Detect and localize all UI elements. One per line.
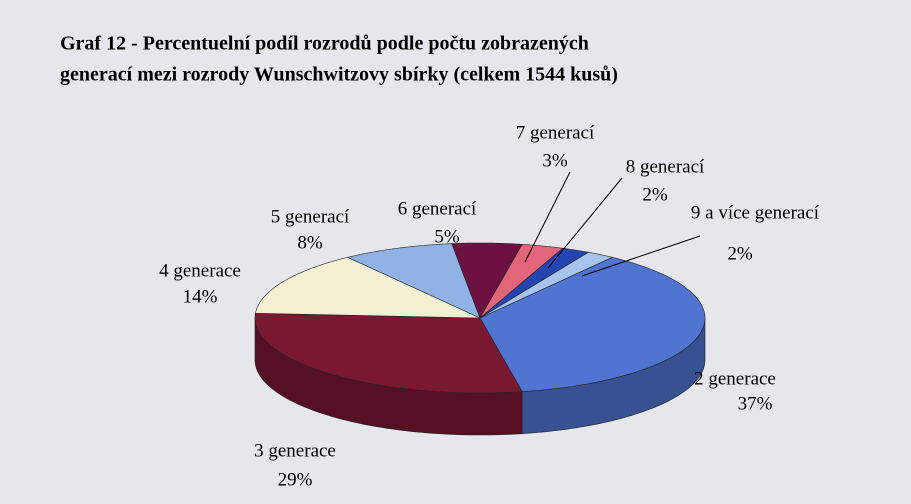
slice	[255, 256, 481, 319]
slice	[479, 251, 614, 319]
chart-title: Graf 12 - Percentuelní podíl rozrodů pod…	[60, 33, 589, 55]
slice	[479, 256, 706, 393]
slice	[346, 243, 481, 319]
leader-line	[581, 235, 701, 277]
value-label: 8%	[297, 232, 323, 253]
value-label: 5%	[434, 226, 460, 247]
slice-label: 5 generací	[271, 206, 350, 227]
slice-label: 4 generace	[159, 260, 241, 281]
value-label: 2%	[642, 184, 668, 205]
slice	[479, 248, 590, 319]
slice-label: 7 generací	[516, 122, 595, 143]
value-label: 29%	[278, 469, 313, 490]
slice	[254, 312, 523, 394]
value-label: 14%	[183, 286, 218, 307]
slice	[479, 243, 564, 319]
slice-label: 9 a více generací	[691, 202, 820, 223]
value-label: 37%	[738, 393, 773, 414]
value-label: 3%	[542, 150, 568, 171]
chart-title: generací mezi rozrody Wunschwitzovy sbír…	[60, 64, 618, 86]
leader-line	[524, 171, 571, 263]
slice-label: 8 generací	[626, 156, 705, 177]
slice	[451, 242, 523, 319]
slice-label: 3 generace	[254, 440, 336, 461]
leader-line	[547, 177, 623, 269]
slice-label: 6 generací	[398, 198, 477, 219]
slice-label: 2 generace	[694, 368, 776, 389]
value-label: 2%	[727, 243, 753, 264]
